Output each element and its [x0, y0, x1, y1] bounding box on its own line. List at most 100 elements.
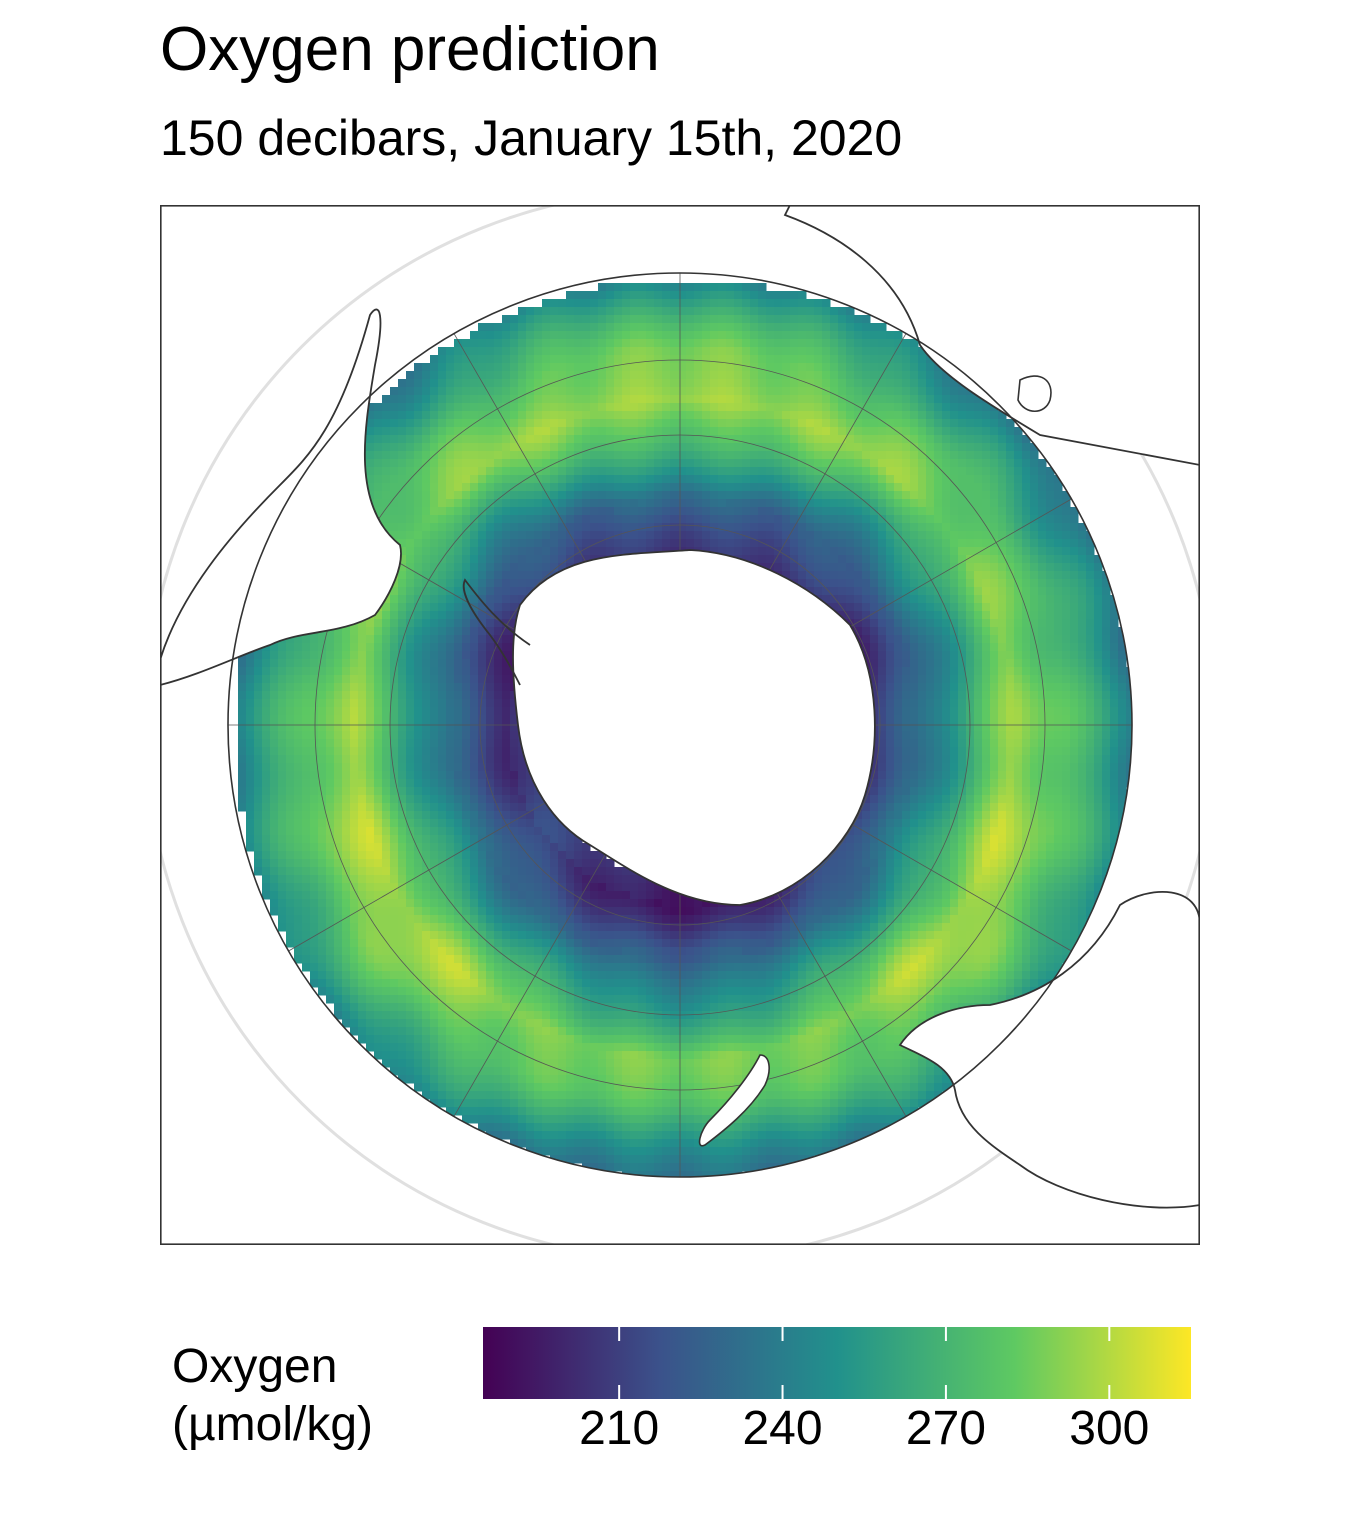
oxygen-cell — [990, 507, 999, 516]
oxygen-cell — [902, 739, 911, 748]
oxygen-cell — [366, 651, 375, 660]
oxygen-cell — [990, 691, 999, 700]
oxygen-cell — [398, 739, 407, 748]
oxygen-cell — [750, 467, 759, 476]
oxygen-cell — [814, 363, 823, 372]
oxygen-cell — [982, 595, 991, 604]
oxygen-cell — [502, 523, 511, 532]
oxygen-cell — [534, 315, 543, 324]
oxygen-cell — [910, 691, 919, 700]
oxygen-cell — [838, 307, 847, 316]
oxygen-cell — [678, 411, 687, 420]
oxygen-cell — [478, 627, 487, 636]
oxygen-cell — [558, 411, 567, 420]
oxygen-cell — [430, 563, 439, 572]
oxygen-cell — [478, 787, 487, 796]
oxygen-cell — [638, 427, 647, 436]
oxygen-cell — [734, 491, 743, 500]
oxygen-cell — [646, 491, 655, 500]
oxygen-cell — [1030, 475, 1039, 484]
oxygen-cell — [886, 395, 895, 404]
oxygen-cell — [894, 387, 903, 396]
oxygen-cell — [878, 611, 887, 620]
oxygen-cell — [878, 531, 887, 540]
oxygen-cell — [462, 515, 471, 524]
oxygen-cell — [422, 531, 431, 540]
oxygen-cell — [334, 715, 343, 724]
oxygen-cell — [494, 659, 503, 668]
oxygen-cell — [942, 451, 951, 460]
oxygen-cell — [710, 515, 719, 524]
oxygen-cell — [510, 555, 519, 564]
oxygen-cell — [1038, 651, 1047, 660]
oxygen-cell — [374, 731, 383, 740]
oxygen-cell — [758, 411, 767, 420]
oxygen-cell — [694, 435, 703, 444]
oxygen-cell — [606, 547, 615, 556]
oxygen-cell — [878, 419, 887, 428]
oxygen-cell — [902, 627, 911, 636]
oxygen-cell — [358, 683, 367, 692]
oxygen-cell — [1006, 475, 1015, 484]
oxygen-cell — [390, 699, 399, 708]
oxygen-cell — [630, 515, 639, 524]
oxygen-cell — [966, 747, 975, 756]
oxygen-cell — [422, 563, 431, 572]
oxygen-cell — [702, 403, 711, 412]
oxygen-cell — [502, 659, 511, 668]
oxygen-cell — [894, 699, 903, 708]
oxygen-cell — [766, 443, 775, 452]
oxygen-cell — [878, 771, 887, 780]
oxygen-cell — [998, 483, 1007, 492]
oxygen-cell — [1006, 451, 1015, 460]
oxygen-cell — [438, 595, 447, 604]
oxygen-cell — [750, 339, 759, 348]
oxygen-cell — [446, 627, 455, 636]
oxygen-cell — [1006, 739, 1015, 748]
oxygen-cell — [990, 587, 999, 596]
oxygen-cell — [742, 347, 751, 356]
oxygen-cell — [438, 579, 447, 588]
oxygen-cell — [982, 675, 991, 684]
oxygen-cell — [838, 475, 847, 484]
oxygen-cell — [526, 515, 535, 524]
oxygen-cell — [350, 675, 359, 684]
oxygen-cell — [694, 299, 703, 308]
oxygen-cell — [918, 611, 927, 620]
oxygen-cell — [502, 723, 511, 732]
oxygen-cell — [854, 315, 863, 324]
oxygen-cell — [878, 451, 887, 460]
oxygen-cell — [726, 299, 735, 308]
oxygen-cell — [1118, 723, 1127, 732]
oxygen-cell — [542, 323, 551, 332]
oxygen-cell — [510, 419, 519, 428]
oxygen-cell — [918, 555, 927, 564]
oxygen-cell — [646, 547, 655, 556]
oxygen-cell — [278, 739, 287, 748]
oxygen-cell — [982, 659, 991, 668]
oxygen-cell — [1094, 691, 1103, 700]
oxygen-cell — [270, 747, 279, 756]
oxygen-cell — [462, 667, 471, 676]
oxygen-cell — [862, 627, 871, 636]
oxygen-cell — [582, 331, 591, 340]
oxygen-cell — [462, 723, 471, 732]
oxygen-cell — [886, 659, 895, 668]
oxygen-cell — [646, 307, 655, 316]
oxygen-cell — [1006, 603, 1015, 612]
oxygen-cell — [1030, 699, 1039, 708]
oxygen-cell — [966, 579, 975, 588]
oxygen-cell — [270, 707, 279, 716]
oxygen-cell — [782, 331, 791, 340]
oxygen-cell — [326, 699, 335, 708]
oxygen-cell — [846, 555, 855, 564]
oxygen-cell — [1038, 707, 1047, 716]
oxygen-cell — [1030, 451, 1039, 460]
oxygen-cell — [382, 667, 391, 676]
oxygen-cell — [918, 475, 927, 484]
oxygen-cell — [774, 339, 783, 348]
oxygen-cell — [366, 763, 375, 772]
oxygen-cell — [614, 403, 623, 412]
oxygen-cell — [974, 643, 983, 652]
oxygen-cell — [662, 523, 671, 532]
